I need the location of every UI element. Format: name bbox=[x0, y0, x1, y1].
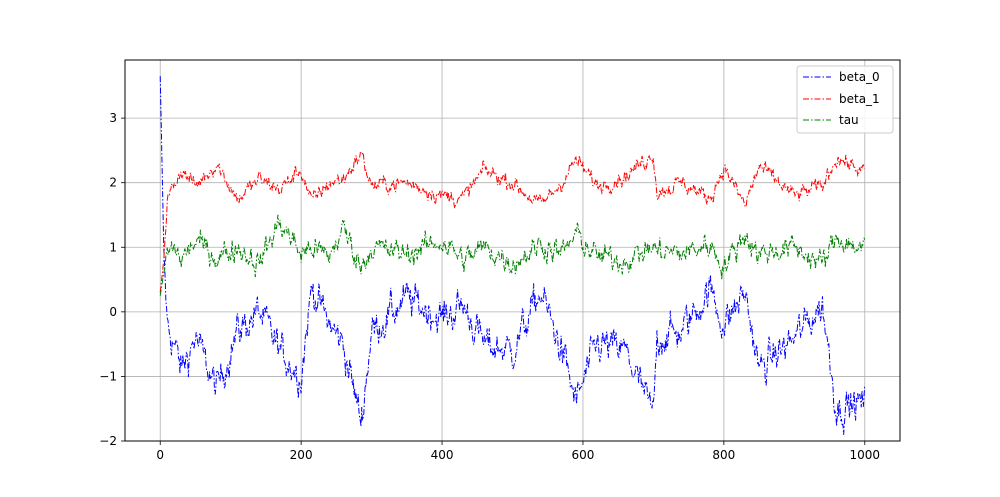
y-tick-label: 3 bbox=[109, 111, 117, 125]
legend-label-tau: tau bbox=[839, 113, 859, 127]
y-tick-label: 0 bbox=[109, 305, 117, 319]
y-tick-label: −2 bbox=[99, 434, 117, 448]
x-tick-label: 1000 bbox=[849, 448, 880, 462]
series-line-beta-1 bbox=[159, 150, 866, 293]
y-tick-label: −1 bbox=[99, 369, 117, 383]
x-tick-label: 800 bbox=[712, 448, 735, 462]
series-line-beta-0 bbox=[159, 76, 866, 435]
y-tick-label: 2 bbox=[109, 176, 117, 190]
legend-label-beta-1: beta_1 bbox=[839, 92, 880, 106]
y-axis: −2 −1 0 1 2 3 bbox=[99, 111, 125, 448]
y-tick-label: 1 bbox=[109, 240, 117, 254]
x-axis: 0 200 400 600 800 1000 bbox=[156, 441, 880, 462]
x-tick-label: 600 bbox=[572, 448, 595, 462]
series-layer bbox=[159, 76, 866, 435]
legend: beta_0 beta_1 tau bbox=[796, 65, 894, 134]
series-line-tau bbox=[159, 214, 866, 296]
x-tick-label: 200 bbox=[290, 448, 313, 462]
plot-frame bbox=[124, 59, 901, 442]
x-tick-label: 400 bbox=[431, 448, 454, 462]
x-tick-label: 0 bbox=[156, 448, 164, 462]
legend-label-beta-0: beta_0 bbox=[839, 70, 880, 84]
legend-box bbox=[796, 65, 894, 134]
